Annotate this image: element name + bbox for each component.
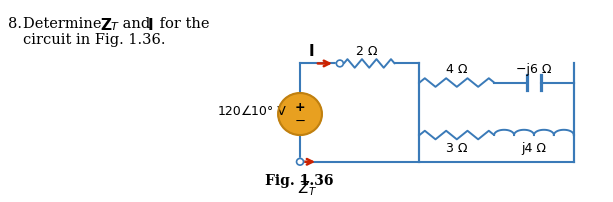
Text: 120: 120 xyxy=(218,105,241,118)
Text: $T$: $T$ xyxy=(110,20,120,33)
Text: $Z_T$: $Z_T$ xyxy=(299,179,318,198)
Text: −: − xyxy=(294,115,306,128)
Text: circuit in Fig. 1.36.: circuit in Fig. 1.36. xyxy=(23,33,166,47)
Text: 4 Ω: 4 Ω xyxy=(446,63,468,76)
Text: 8.: 8. xyxy=(9,17,22,31)
Text: $\mathbf{Z}$: $\mathbf{Z}$ xyxy=(100,17,112,33)
Text: +: + xyxy=(295,101,305,114)
Circle shape xyxy=(337,60,343,67)
Text: $\mathbf{I}$: $\mathbf{I}$ xyxy=(308,43,314,59)
Circle shape xyxy=(297,158,303,165)
Text: 2 Ω: 2 Ω xyxy=(357,44,378,58)
Text: and: and xyxy=(118,17,154,31)
Text: $\mathbf{I}$: $\mathbf{I}$ xyxy=(147,17,153,33)
Text: for the: for the xyxy=(154,17,209,31)
Text: 3 Ω: 3 Ω xyxy=(446,142,468,155)
Text: Determine: Determine xyxy=(23,17,107,31)
Text: 10° V: 10° V xyxy=(251,105,286,118)
Text: j4 Ω: j4 Ω xyxy=(522,142,546,155)
Circle shape xyxy=(278,93,322,135)
Text: Fig. 1.36: Fig. 1.36 xyxy=(265,174,333,187)
Text: ∠: ∠ xyxy=(242,105,253,118)
Text: −j6 Ω: −j6 Ω xyxy=(516,63,552,76)
